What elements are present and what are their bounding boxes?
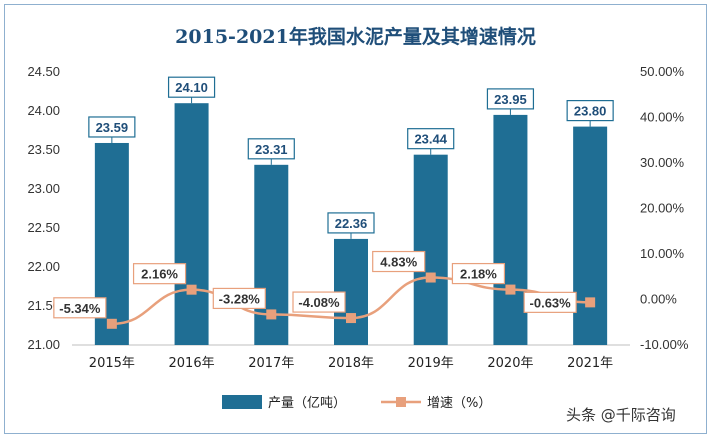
growth-marker (266, 309, 277, 320)
line-data-label-box (451, 262, 506, 285)
left-axis-tick-label: 22.00 (27, 259, 60, 274)
line-data-label-box (212, 287, 266, 310)
left-axis-tick-label: 22.50 (27, 220, 60, 235)
line-data-label-box (372, 250, 426, 273)
bar-data-label: 23.59 (96, 120, 129, 135)
bar (413, 154, 448, 345)
left-axis-tick-label: 24.00 (27, 103, 60, 118)
x-axis-category-label: 2019年 (408, 356, 454, 371)
line-data-label-box (292, 291, 346, 313)
watermark-text: 头条 @千际咨询 (566, 406, 676, 424)
right-axis-tick-label: 40.00% (640, 110, 685, 125)
line-data-label: -4.08% (298, 295, 340, 310)
growth-marker (346, 313, 356, 324)
x-axis-category-label: 2021年 (567, 356, 613, 371)
right-axis-tick-label: 50.00% (640, 64, 685, 79)
bar-data-label: 22.36 (335, 216, 368, 231)
right-axis-tick-label: 0.00% (640, 292, 677, 307)
line-data-label: -3.28% (219, 291, 261, 306)
right-axis-tick-label: 30.00% (640, 155, 685, 170)
chart-title: 2015-2021年我国水泥产量及其增速情况 (175, 26, 536, 48)
bar (573, 126, 608, 345)
growth-marker (106, 318, 117, 329)
left-axis-tick-label: 21.00 (27, 337, 60, 352)
bar-data-label: 23.80 (574, 104, 607, 119)
bar-data-label: 23.95 (494, 92, 527, 107)
line-data-label-box (132, 263, 187, 285)
x-axis-category-label: 2017年 (248, 356, 294, 371)
legend-line-marker (396, 397, 406, 407)
bar (493, 114, 528, 346)
x-axis-category-label: 2016年 (169, 356, 215, 371)
growth-marker (186, 284, 197, 295)
left-axis-tick-label: 21.50 (27, 298, 60, 313)
line-data-label: 4.83% (380, 255, 417, 270)
line-data-label: 2.18% (460, 267, 497, 282)
bar-data-label: 24.10 (175, 80, 208, 95)
bar-data-label: 23.31 (255, 142, 288, 157)
left-axis-tick-label: 23.50 (27, 142, 60, 157)
left-axis-tick-label: 24.50 (27, 64, 60, 79)
bar (174, 103, 209, 345)
right-axis-tick-label: 20.00% (640, 201, 685, 216)
right-axis-tick-label: 10.00% (640, 246, 685, 261)
growth-marker (425, 272, 436, 283)
x-axis-category-label: 2020年 (487, 356, 533, 371)
right-axis-tick-label: -10.00% (640, 337, 689, 352)
legend-line-label: 增速（%） (427, 396, 491, 411)
legend-bar-swatch (222, 395, 262, 409)
growth-marker (505, 284, 516, 295)
left-axis-tick-label: 23.00 (27, 181, 60, 196)
x-axis-category-label: 2015年 (89, 356, 135, 371)
x-axis-category-label: 2018年 (328, 356, 374, 371)
line-data-label: -0.63% (530, 295, 572, 310)
growth-marker (585, 297, 596, 308)
bar-data-label: 23.44 (414, 132, 447, 147)
line-data-label: 2.16% (141, 267, 178, 282)
legend-bar-label: 产量（亿吨） (268, 396, 346, 411)
line-data-label-box (53, 297, 107, 319)
line-data-label-box (523, 291, 577, 313)
line-data-label: -5.34% (59, 301, 101, 316)
